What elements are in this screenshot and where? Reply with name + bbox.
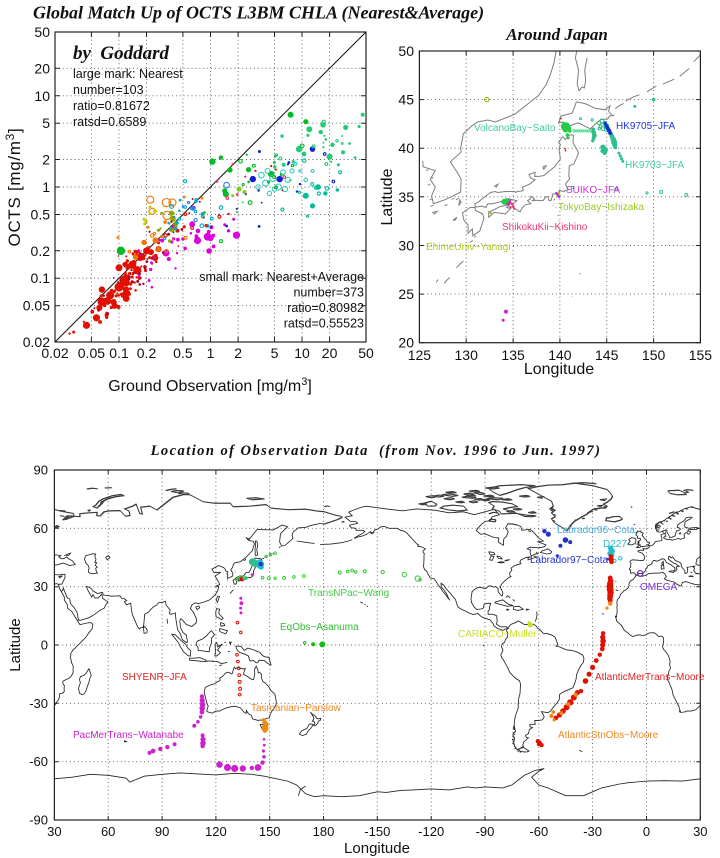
svg-text:150: 150 <box>259 824 281 839</box>
svg-text:HK9703~JFA: HK9703~JFA <box>625 160 685 171</box>
svg-text:145: 145 <box>595 347 619 363</box>
svg-text:140: 140 <box>548 347 572 363</box>
svg-text:60: 60 <box>34 521 48 536</box>
svg-text:150: 150 <box>642 347 666 363</box>
svg-text:-30: -30 <box>29 696 48 711</box>
svg-text:Labrador96~Cota: Labrador96~Cota <box>557 525 636 536</box>
svg-text:OMEGA: OMEGA <box>640 582 678 593</box>
svg-text:-120: -120 <box>418 824 444 839</box>
svg-text:20: 20 <box>322 345 338 361</box>
svg-text:Global Match Up of OCTS L3BM C: Global Match Up of OCTS L3BM CHLA (Neare… <box>33 3 484 24</box>
svg-text:0.5: 0.5 <box>31 207 51 223</box>
svg-text:20: 20 <box>398 335 414 351</box>
svg-text:AtlanticStnObs~Moore: AtlanticStnObs~Moore <box>558 730 659 741</box>
svg-text:small mark: Nearest+Average: small mark: Nearest+Average <box>199 270 364 284</box>
svg-text:ratio=0.80982: ratio=0.80982 <box>287 301 364 315</box>
svg-text:180: 180 <box>313 824 335 839</box>
svg-text:30: 30 <box>34 579 48 594</box>
svg-text:ratsd=0.6589: ratsd=0.6589 <box>73 115 146 129</box>
svg-text:SHYENR~JFA: SHYENR~JFA <box>122 672 187 683</box>
svg-text:Around Japan: Around Japan <box>505 25 608 44</box>
svg-text:AtlanticMerTrans~Moore: AtlanticMerTrans~Moore <box>595 672 705 683</box>
svg-text:large mark: Nearest: large mark: Nearest <box>73 67 183 81</box>
svg-text:0.1: 0.1 <box>109 345 129 361</box>
svg-text:OCTS [mg/m3]: OCTS [mg/m3] <box>3 128 24 247</box>
svg-text:30: 30 <box>47 824 61 839</box>
svg-text:0.05: 0.05 <box>23 298 50 314</box>
svg-text:-150: -150 <box>364 824 390 839</box>
svg-text:Location of Observation Data: Location of Observation Data (from Nov. … <box>150 443 602 459</box>
svg-text:125: 125 <box>408 347 432 363</box>
svg-text:ratio=0.81672: ratio=0.81672 <box>73 99 150 113</box>
svg-text:50: 50 <box>358 345 374 361</box>
svg-text:PacMerTrans~Watanabe: PacMerTrans~Watanabe <box>73 730 184 741</box>
svg-text:TransNPac~Wang: TransNPac~Wang <box>308 588 389 599</box>
svg-text:-90: -90 <box>476 824 495 839</box>
svg-text:Longitude: Longitude <box>524 361 594 378</box>
svg-text:-60: -60 <box>29 754 48 769</box>
svg-text:30: 30 <box>693 824 707 839</box>
svg-text:Latitude: Latitude <box>7 618 24 671</box>
svg-text:number=373: number=373 <box>293 286 364 300</box>
svg-text:20: 20 <box>34 60 50 76</box>
svg-text:0.02: 0.02 <box>41 345 68 361</box>
svg-text:25: 25 <box>398 286 414 302</box>
svg-text:by Goddard: by Goddard <box>73 43 170 64</box>
svg-text:50: 50 <box>34 24 50 40</box>
svg-text:130: 130 <box>455 347 479 363</box>
svg-text:SUIKO~JFA: SUIKO~JFA <box>566 185 621 196</box>
svg-text:ShikokuKii~Kishino: ShikokuKii~Kishino <box>502 222 588 233</box>
svg-text:D227: D227 <box>603 539 627 550</box>
svg-text:-90: -90 <box>29 813 48 828</box>
svg-text:90: 90 <box>155 824 169 839</box>
svg-text:0.05: 0.05 <box>78 345 105 361</box>
svg-text:120: 120 <box>205 824 227 839</box>
svg-text:0.2: 0.2 <box>31 243 51 259</box>
svg-text:90: 90 <box>34 463 48 478</box>
svg-text:TokyoBay~Ishizaka: TokyoBay~Ishizaka <box>558 202 644 213</box>
svg-text:Ground Observation [mg/m3]: Ground Observation [mg/m3] <box>108 376 312 395</box>
svg-text:10: 10 <box>294 345 310 361</box>
svg-text:5: 5 <box>271 345 279 361</box>
svg-text:0.02: 0.02 <box>23 334 50 350</box>
svg-text:Labrador97~Cota: Labrador97~Cota <box>530 555 609 566</box>
svg-text:50: 50 <box>398 43 414 59</box>
svg-text:EqObs~Asanuma: EqObs~Asanuma <box>280 622 359 633</box>
svg-text:ratsd=0.55523: ratsd=0.55523 <box>284 317 364 331</box>
svg-text:0: 0 <box>41 638 48 653</box>
svg-text:45: 45 <box>398 92 414 108</box>
svg-text:0: 0 <box>643 824 650 839</box>
svg-text:CARIACO~Muller: CARIACO~Muller <box>458 629 537 640</box>
svg-text:10: 10 <box>34 88 50 104</box>
svg-text:35: 35 <box>398 189 414 205</box>
svg-text:2: 2 <box>234 345 242 361</box>
svg-text:1: 1 <box>42 179 50 195</box>
svg-text:Tasmanian~Parslow: Tasmanian~Parslow <box>251 703 342 714</box>
svg-text:2: 2 <box>42 152 50 168</box>
svg-text:1: 1 <box>207 345 215 361</box>
svg-text:Latitude: Latitude <box>379 168 396 225</box>
svg-text:number=103: number=103 <box>73 83 144 97</box>
svg-text:60: 60 <box>101 824 115 839</box>
svg-text:40: 40 <box>398 140 414 156</box>
svg-text:155: 155 <box>689 347 713 363</box>
svg-text:135: 135 <box>501 347 525 363</box>
svg-text:30: 30 <box>398 238 414 254</box>
svg-text:-30: -30 <box>583 824 602 839</box>
svg-text:5: 5 <box>42 115 50 131</box>
svg-text:VolcanoBay~Saito: VolcanoBay~Saito <box>474 123 556 134</box>
svg-text:Longitude: Longitude <box>344 840 410 857</box>
svg-text:0.1: 0.1 <box>31 270 51 286</box>
svg-text:-60: -60 <box>529 824 548 839</box>
svg-text:HK9705~JFA: HK9705~JFA <box>616 121 676 132</box>
svg-text:0.2: 0.2 <box>137 345 157 361</box>
svg-text:EhimeUniv~Yanagi: EhimeUniv~Yanagi <box>426 242 511 253</box>
svg-text:0.5: 0.5 <box>173 345 193 361</box>
